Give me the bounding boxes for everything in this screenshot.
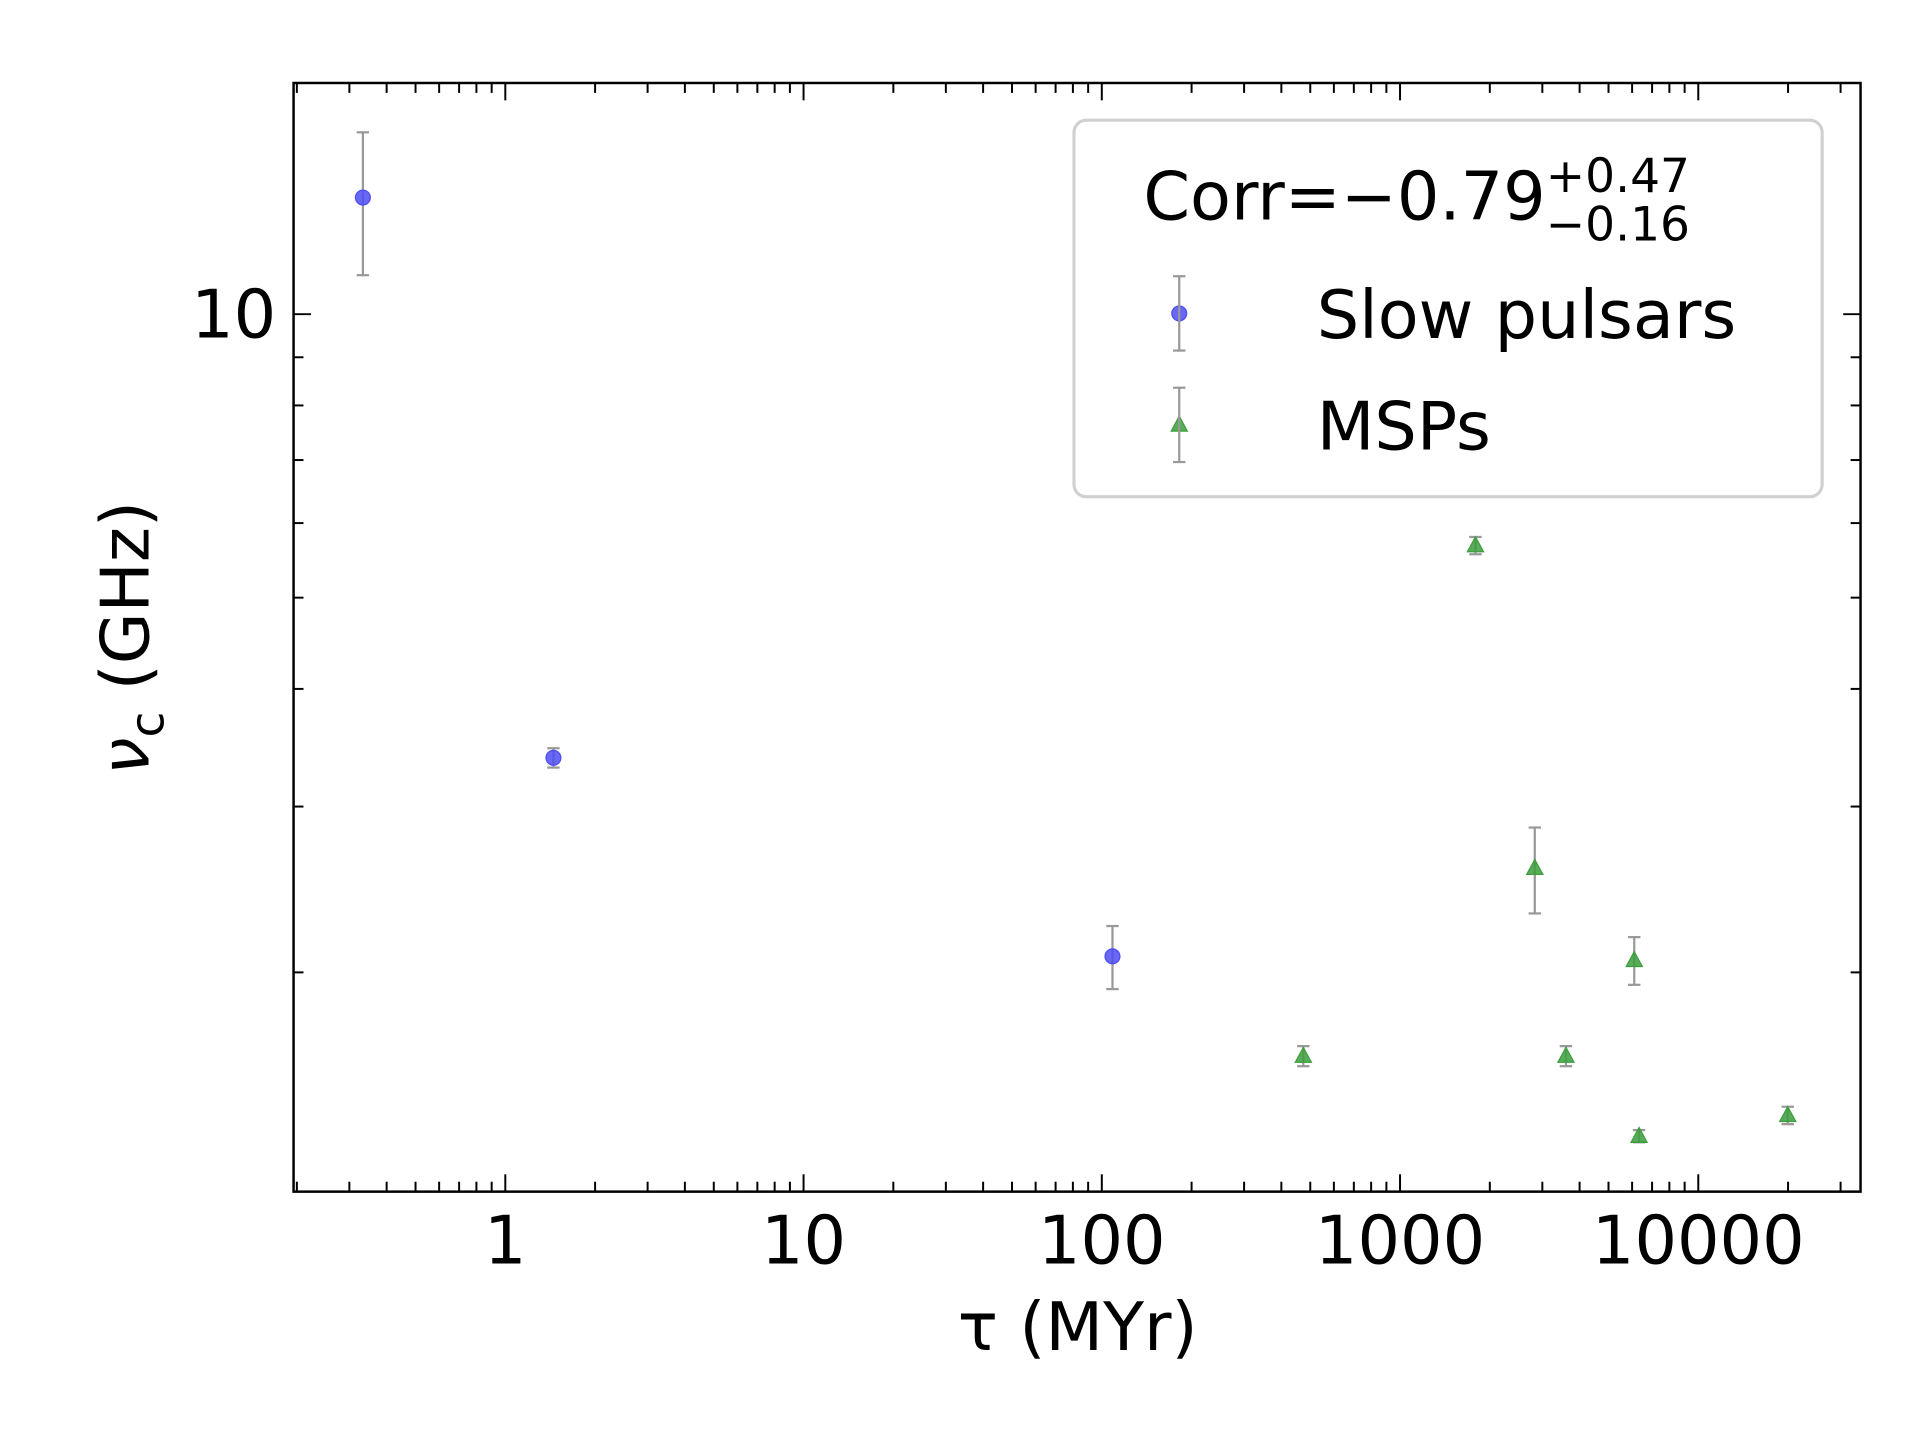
data-point [1466,535,1485,553]
data-point [1778,1105,1797,1123]
y-tick-label: 10 [191,276,276,354]
x-tick-label: 1 [484,1201,527,1279]
data-point [1625,950,1644,968]
error-bar [1173,275,1186,352]
legend-title-sup: +0.47 [1546,149,1690,204]
error-bar [1173,386,1186,464]
legend-title-main: Corr=−0.79 [1143,157,1545,235]
y-label-unit: (GHz) [87,501,165,712]
legend-label: Slow pulsars [1317,276,1736,354]
plot-frame [292,81,1862,1193]
data-point [1294,1046,1313,1063]
y-axis-label-text: νc (GHz) [87,501,176,775]
data-point [354,189,371,206]
x-tick-label: 10000 [1592,1201,1805,1279]
legend-title-sub: −0.16 [1546,197,1690,252]
legend-box [1072,118,1824,499]
data-point [1104,948,1121,965]
y-axis-label: νc (GHz) [87,501,176,775]
legend: Corr=−0.79+0.47 Slow pulsars MSPs −0.16 [1072,118,1824,499]
x-tick-label: 1000 [1315,1201,1485,1279]
legend-title: Corr=−0.79+0.47 [1143,149,1690,235]
x-tick-label: 100 [1038,1201,1166,1279]
data-point [545,749,562,766]
data-point [1525,858,1544,876]
x-tick-label: 10 [761,1201,846,1279]
y-label-sub: c [121,712,176,738]
data-point [1556,1046,1576,1063]
y-label-symbol: ν [87,738,165,775]
data-point [1629,1126,1649,1143]
x-axis-label: τ (MYr) [958,1288,1198,1366]
legend-label: MSPs [1317,388,1491,466]
